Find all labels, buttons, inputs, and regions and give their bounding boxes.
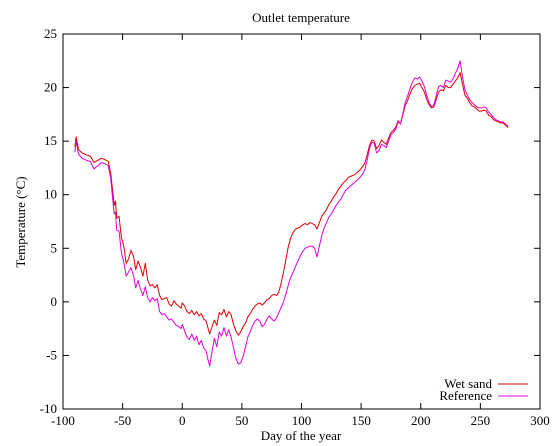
- y-tick-label: 5: [51, 240, 58, 255]
- legend-label: Reference: [439, 388, 492, 403]
- series-line-wet-sand: [74, 72, 509, 336]
- x-tick-label: 250: [471, 413, 491, 428]
- x-tick-label: 50: [235, 413, 248, 428]
- x-tick-label: -100: [51, 413, 75, 428]
- x-tick-label: -50: [114, 413, 131, 428]
- x-tick-label: 200: [411, 413, 431, 428]
- y-tick-label: 20: [44, 80, 57, 95]
- plot-frame: [62, 33, 541, 410]
- series-lines: [74, 60, 509, 367]
- x-tick-label: 100: [292, 413, 312, 428]
- y-tick-label: -5: [46, 347, 57, 362]
- series-line-reference: [74, 60, 509, 367]
- y-tick-label: 10: [44, 187, 57, 202]
- y-tick-label: 0: [51, 294, 58, 309]
- x-tick-label: 300: [530, 413, 550, 428]
- chart-title: Outlet temperature: [252, 10, 350, 25]
- y-tick-label: 15: [44, 133, 57, 148]
- x-tick-label: 150: [351, 413, 371, 428]
- x-axis-label: Day of the year: [261, 428, 342, 443]
- x-tick-label: 0: [179, 413, 186, 428]
- y-tick-label: 25: [44, 26, 57, 41]
- y-tick-label: -10: [40, 401, 57, 416]
- legend-label: Wet sand: [444, 376, 492, 391]
- y-axis-label: Temperature (°C): [13, 176, 28, 267]
